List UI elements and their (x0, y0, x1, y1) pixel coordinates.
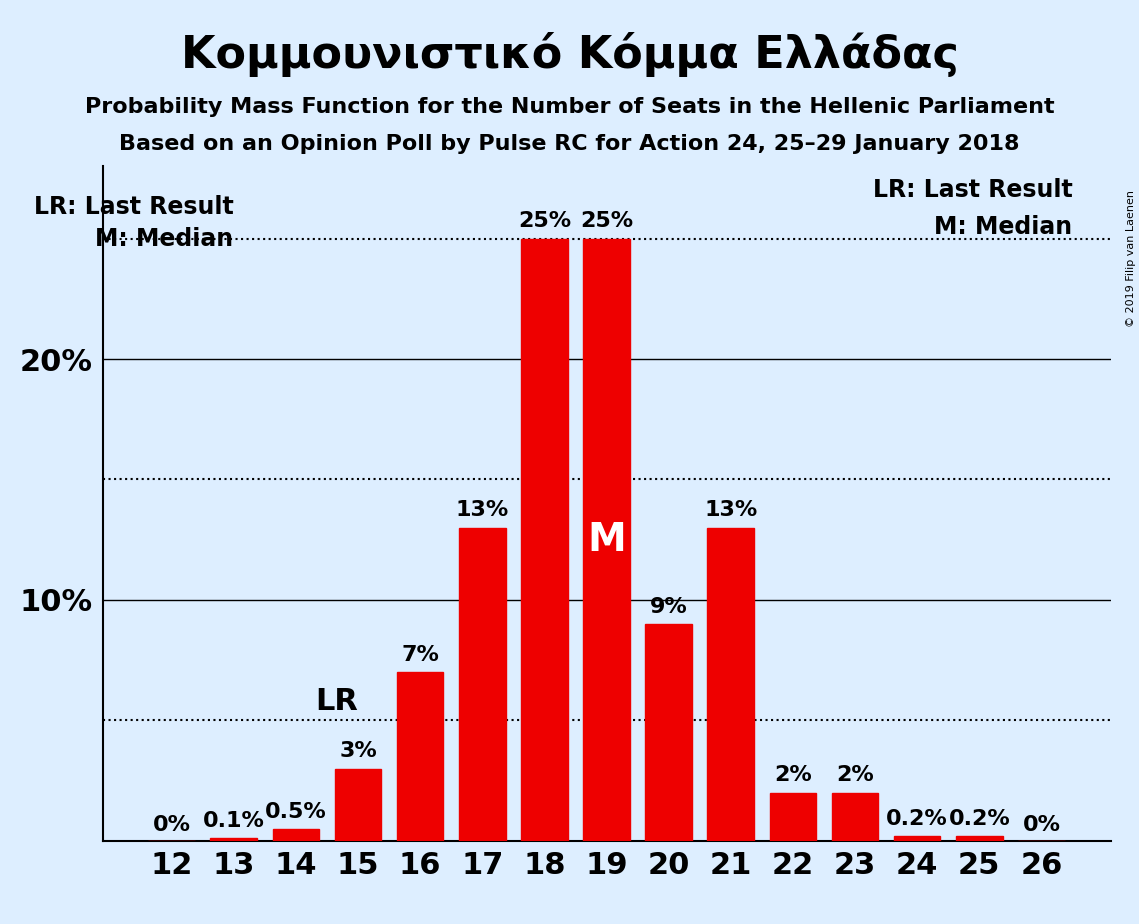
Text: LR: Last Result: LR: Last Result (34, 195, 233, 219)
Text: LR: Last Result: LR: Last Result (872, 178, 1073, 202)
Text: 25%: 25% (580, 212, 633, 231)
Text: 7%: 7% (401, 645, 439, 665)
Text: 0%: 0% (1023, 815, 1060, 834)
Bar (272, 829, 319, 841)
Text: 0%: 0% (153, 815, 190, 834)
Bar (831, 793, 878, 841)
Bar (459, 528, 506, 841)
Text: 0.5%: 0.5% (265, 801, 327, 821)
Text: Based on an Opinion Poll by Pulse RC for Action 24, 25–29 January 2018: Based on an Opinion Poll by Pulse RC for… (120, 134, 1019, 154)
Text: 0.1%: 0.1% (203, 811, 264, 832)
Text: Κομμουνιστικό Κόμμα Ελλάδας: Κομμουνιστικό Κόμμα Ελλάδας (181, 32, 958, 78)
Text: M: Median: M: Median (96, 226, 233, 250)
Text: © 2019 Filip van Laenen: © 2019 Filip van Laenen (1126, 190, 1136, 327)
Text: 25%: 25% (518, 212, 571, 231)
Text: 2%: 2% (836, 765, 874, 785)
Bar (646, 624, 691, 841)
Bar (211, 838, 257, 841)
Bar (956, 836, 1002, 841)
Bar (894, 836, 941, 841)
Bar (583, 238, 630, 841)
Text: M: M (587, 521, 626, 559)
Text: M: Median: M: Median (934, 214, 1073, 238)
Bar (335, 769, 382, 841)
Text: Probability Mass Function for the Number of Seats in the Hellenic Parliament: Probability Mass Function for the Number… (84, 97, 1055, 117)
Text: 13%: 13% (704, 501, 757, 520)
Bar (707, 528, 754, 841)
Text: 0.2%: 0.2% (949, 808, 1010, 829)
Text: 13%: 13% (456, 501, 509, 520)
Bar (770, 793, 817, 841)
Bar (521, 238, 567, 841)
Text: LR: LR (314, 687, 358, 715)
Text: 2%: 2% (775, 765, 812, 785)
Text: 0.2%: 0.2% (886, 808, 948, 829)
Text: 3%: 3% (339, 741, 377, 761)
Text: 9%: 9% (649, 597, 688, 617)
Bar (396, 673, 443, 841)
